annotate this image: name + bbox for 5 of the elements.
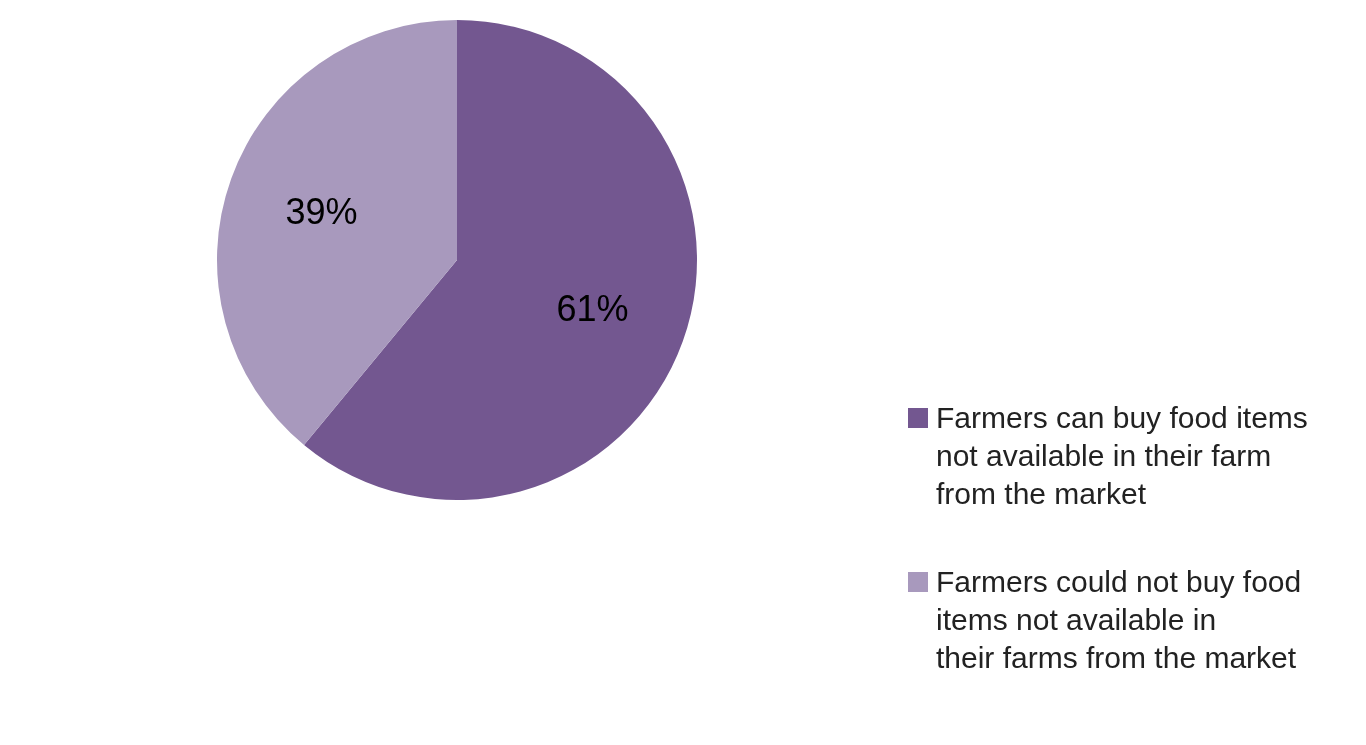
data-label: 39%	[285, 190, 358, 232]
data-label: 61%	[556, 288, 629, 330]
pie-slice	[217, 20, 457, 445]
legend-entry: Farmers can buy food items not available in their farm from the market	[908, 401, 1308, 510]
legend-entry: Farmers could not buy food items not available in their farms from the market	[908, 565, 1302, 674]
